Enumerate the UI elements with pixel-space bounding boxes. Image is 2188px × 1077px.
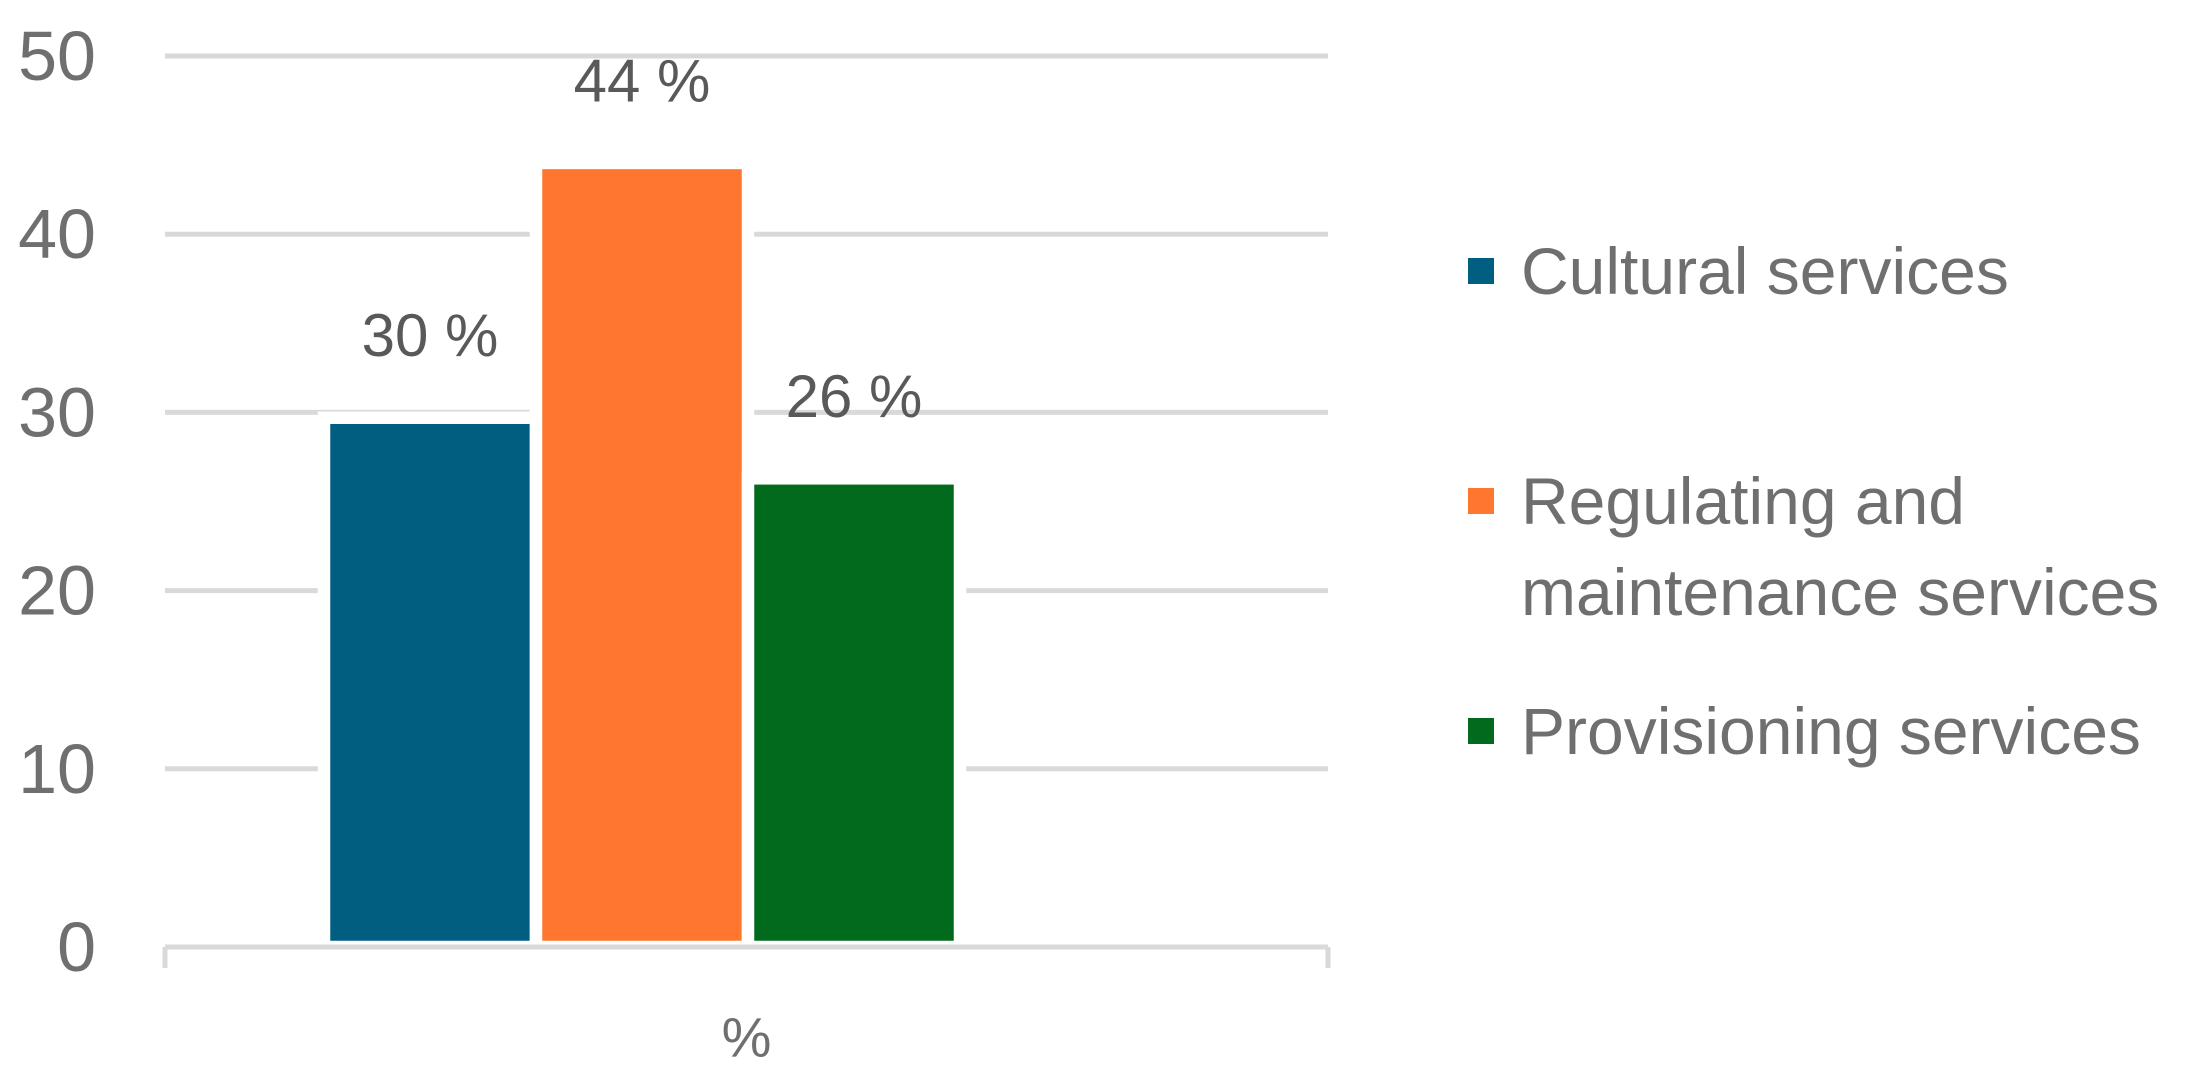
data-label-cultural-services: 30 %: [362, 302, 499, 369]
legend-swatch-cultural-services: [1468, 258, 1494, 284]
y-tick-label: 0: [57, 908, 96, 986]
x-category-label: %: [722, 1006, 772, 1069]
legend-swatch-provisioning-services: [1468, 718, 1494, 744]
y-tick-label: 50: [18, 17, 96, 95]
y-tick-label: 20: [18, 552, 96, 630]
legend-label-regulating-maintenance-services: Regulating and maintenance services: [1521, 464, 2160, 629]
data-label-provisioning-services: 26 %: [786, 363, 923, 430]
legend-item-provisioning-services: Provisioning services: [1468, 686, 2181, 777]
y-tick-label: 10: [18, 730, 96, 808]
bar-cultural-services: [317, 411, 543, 954]
legend-label-provisioning-services: Provisioning services: [1521, 694, 2141, 768]
data-label-regulating-and-maintenance-services: 44 %: [574, 47, 711, 114]
data-labels: 30 % 44 % 26 %: [362, 47, 923, 429]
legend-label-cultural-services: Cultural services: [1521, 234, 2009, 308]
bars: [317, 156, 967, 954]
bar-provisioning-services: [741, 472, 967, 954]
bar-regulating-and-maintenance-services: [529, 156, 755, 954]
legend-item-cultural-services: Cultural services: [1468, 226, 2181, 317]
x-axis: %: [162, 944, 1331, 1069]
y-axis-tick-labels: 0 10 20 30 40 50: [18, 17, 96, 986]
legend-item-regulating-maintenance-services: Regulating and maintenance services: [1468, 456, 2181, 638]
y-tick-label: 30: [18, 373, 96, 451]
chart-legend: Cultural services Regulating and mainten…: [1468, 0, 2184, 1077]
y-tick-label: 40: [18, 195, 96, 273]
legend-swatch-regulating-maintenance-services: [1468, 488, 1494, 514]
